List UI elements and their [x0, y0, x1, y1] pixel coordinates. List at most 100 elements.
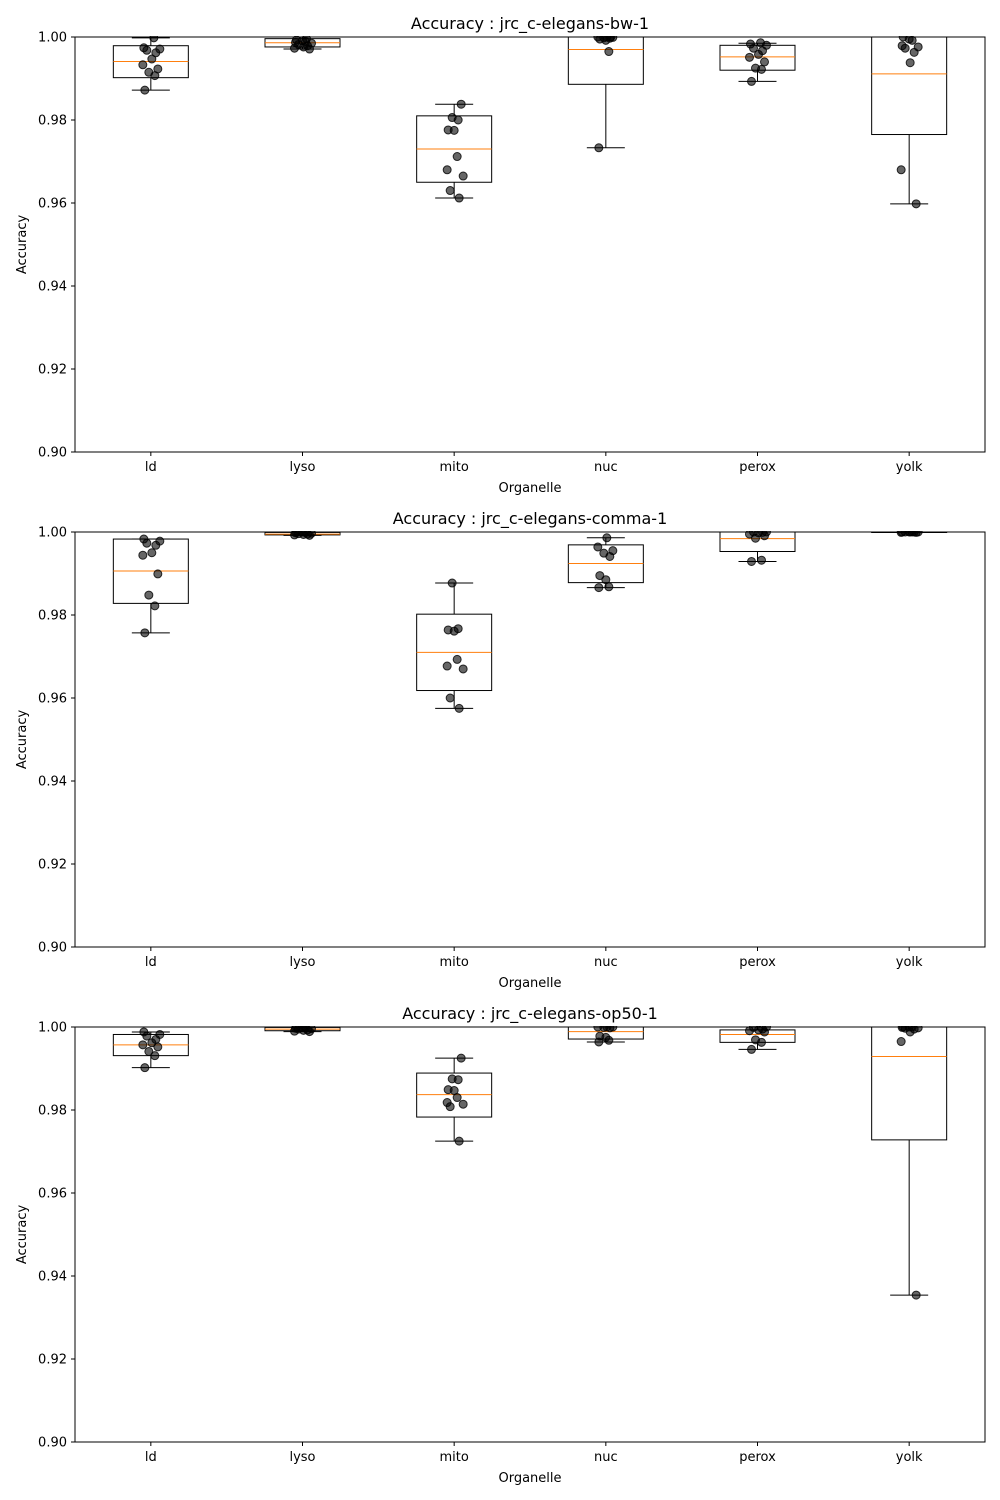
data-point: [155, 1029, 165, 1039]
data-point: [140, 85, 150, 95]
data-point: [458, 664, 468, 674]
data-point: [911, 1290, 921, 1300]
data-point: [905, 58, 915, 68]
x-tick-label: mito: [440, 460, 469, 475]
data-point: [443, 1085, 453, 1095]
data-point: [745, 52, 754, 62]
x-tick-label: ld: [145, 460, 157, 475]
data-point: [452, 152, 462, 162]
data-point: [454, 193, 464, 203]
plot-frame: [74, 1026, 986, 1443]
data-point: [442, 1098, 452, 1108]
y-tick-label: 0.94: [38, 775, 67, 790]
data-point: [747, 556, 756, 566]
data-point: [138, 60, 148, 70]
data-point: [443, 125, 453, 135]
data-point: [594, 143, 604, 153]
y-tick-label: 0.90: [38, 941, 67, 956]
data-point: [140, 1063, 150, 1073]
x-tick-label: mito: [440, 955, 469, 970]
data-point: [150, 601, 160, 611]
data-point: [144, 67, 154, 77]
y-tick-label: 0.98: [38, 114, 67, 129]
data-point: [746, 39, 755, 49]
data-point: [155, 44, 165, 54]
data-point: [454, 1136, 464, 1146]
plot-frame: [74, 531, 986, 948]
data-point: [452, 654, 462, 664]
data-point: [445, 186, 455, 196]
data-point: [456, 1053, 466, 1063]
y-tick-label: 0.92: [38, 1353, 67, 1368]
data-point: [454, 703, 464, 713]
data-point: [155, 536, 165, 546]
x-tick-label: ld: [145, 955, 157, 970]
data-point: [456, 99, 466, 109]
y-tick-label: 0.92: [38, 858, 67, 873]
y-axis-label: Accuracy: [15, 710, 30, 770]
y-axis-label: Accuracy: [15, 1205, 30, 1265]
chart-title: Accuracy : jrc_c-elegans-comma-1: [393, 509, 668, 529]
x-tick-label: lyso: [289, 1450, 315, 1465]
chart-title: Accuracy : jrc_c-elegans-bw-1: [411, 14, 649, 34]
data-point: [896, 1037, 906, 1047]
data-point: [442, 165, 452, 175]
y-tick-label: 0.94: [38, 280, 67, 295]
data-point: [747, 1044, 756, 1054]
x-tick-label: yolk: [896, 955, 923, 970]
data-point: [144, 590, 154, 600]
x-tick-label: perox: [739, 1450, 776, 1465]
data-point: [604, 47, 614, 57]
y-tick-label: 0.96: [38, 692, 67, 707]
y-tick-label: 0.94: [38, 1270, 67, 1285]
x-tick-label: mito: [440, 1450, 469, 1465]
data-point: [751, 63, 760, 73]
x-tick-label: ld: [145, 1450, 157, 1465]
data-point: [593, 542, 603, 552]
data-point: [442, 661, 452, 671]
data-point: [913, 42, 923, 52]
data-point: [140, 628, 150, 638]
data-point: [138, 1040, 148, 1050]
chart-panel-2: Accuracy : jrc_c-elegans-comma-1 0.90 0.92…: [15, 509, 986, 991]
x-tick-label: lyso: [289, 955, 315, 970]
data-point: [153, 64, 163, 74]
data-point: [139, 534, 149, 544]
x-tick-label: nuc: [594, 955, 618, 970]
x-tick-label: lyso: [289, 460, 315, 475]
x-tick-label: yolk: [896, 460, 923, 475]
data-point: [458, 1099, 468, 1109]
data-point: [443, 625, 453, 635]
x-axis-label: Organelle: [498, 976, 561, 991]
y-tick-label: 0.98: [38, 1104, 67, 1119]
data-point: [153, 569, 163, 579]
data-point: [147, 548, 157, 558]
plot-data-group: [112, 36, 948, 209]
data-point: [594, 583, 604, 593]
data-point: [447, 578, 457, 588]
data-point: [751, 1035, 760, 1045]
data-point: [447, 1074, 457, 1084]
data-point: [595, 571, 605, 581]
data-point: [757, 555, 766, 565]
x-axis-label: Organelle: [498, 1471, 561, 1486]
data-point: [147, 54, 157, 64]
data-point: [911, 199, 921, 209]
data-point: [150, 1051, 160, 1061]
y-tick-label: 1.00: [38, 31, 67, 46]
data-point: [445, 693, 455, 703]
plot-frame: [74, 36, 986, 453]
y-tick-label: 0.98: [38, 609, 67, 624]
data-point: [144, 1046, 154, 1056]
chart-panel-3: Accuracy : jrc_c-elegans-op50-1 0.90 0.92 0…: [15, 1004, 986, 1486]
data-point: [458, 171, 468, 181]
data-point: [292, 36, 301, 45]
data-point: [599, 548, 609, 558]
chart-panel-1: Accuracy : jrc_c-elegans-bw-1 0.90 0.92 0.9…: [15, 14, 986, 496]
data-point: [595, 1031, 605, 1041]
y-tick-label: 0.90: [38, 446, 67, 461]
data-point: [747, 76, 756, 86]
y-tick-label: 0.90: [38, 1436, 67, 1451]
